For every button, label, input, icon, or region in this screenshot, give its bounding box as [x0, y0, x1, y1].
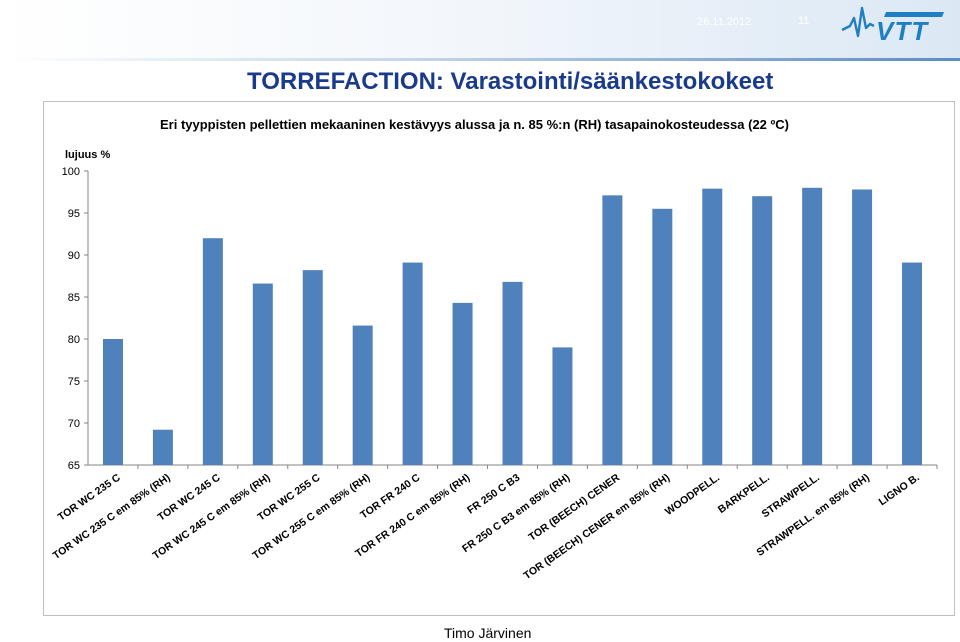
header-divider: [0, 58, 960, 61]
bar: [852, 189, 873, 466]
y-tick-label: 75: [68, 376, 80, 388]
bar: [252, 283, 273, 465]
vtt-logo: VTT: [841, 6, 944, 46]
slide-date: 26.11.2012: [697, 16, 752, 28]
logo-wave-icon: [841, 6, 875, 38]
bar: [302, 270, 323, 465]
slide-title: TORREFACTION: Varastointi/säänkestokokee…: [247, 68, 774, 95]
bar: [452, 302, 473, 465]
y-tick-label: 70: [68, 418, 80, 430]
bar: [902, 262, 923, 465]
bar: [752, 196, 773, 465]
page-number: 11: [798, 15, 810, 27]
bar: [352, 325, 373, 465]
bar: [152, 429, 173, 465]
y-tick-label: 85: [68, 292, 80, 304]
bar: [702, 188, 723, 465]
y-tick-label: 100: [62, 166, 80, 178]
bar: [502, 281, 523, 465]
bar: [652, 208, 673, 466]
bar: [102, 339, 123, 465]
x-tick-label: WOODPELL.: [663, 472, 722, 518]
y-tick-label: 65: [68, 460, 80, 472]
logo-text: VTT: [876, 16, 929, 46]
x-tick-label: LIGNO B.: [877, 472, 922, 509]
bar: [202, 238, 223, 465]
y-tick-label: 95: [68, 208, 80, 220]
y-tick-label: 90: [68, 250, 80, 262]
y-axis-label: lujuus %: [65, 149, 111, 161]
y-tick-label: 80: [68, 334, 80, 346]
bar: [602, 195, 623, 466]
header-bar: [0, 0, 960, 60]
x-tick-label: TOR (BEECH) CENER: [526, 471, 622, 543]
bar: [802, 187, 823, 466]
logo-arrow-icon: [884, 12, 944, 17]
chart-title: Eri tyyppisten pellettien mekaaninen kes…: [160, 117, 789, 132]
author-name: Timo Järvinen: [444, 625, 532, 641]
bar: [552, 347, 573, 465]
bar: [402, 262, 423, 465]
